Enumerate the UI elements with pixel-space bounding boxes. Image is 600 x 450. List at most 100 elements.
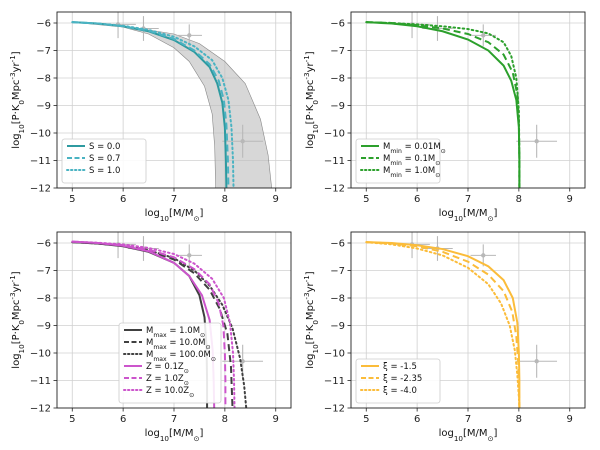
x-axis-label: log10[M/M⊙] — [439, 428, 498, 443]
x-tick-label: 7 — [465, 194, 471, 205]
y-tick-label: −6 — [36, 19, 51, 30]
legend-entry-label: Z = 10.0Z⊙ — [146, 386, 194, 399]
legend: Mmax = 1.0M⊙Mmax = 10.0M⊙Mmax = 100.0M⊙Z… — [118, 322, 222, 404]
y-axis-label: log10[P·K0Mpc-3yr-1] — [302, 51, 320, 149]
x-tick-label: 8 — [516, 194, 522, 205]
x-tick-label: 9 — [273, 414, 279, 425]
legend-entry-label: ξ = -2.35 — [383, 374, 422, 384]
legend-box — [355, 358, 441, 404]
x-tick-label: 6 — [414, 194, 420, 205]
legend-entry-label: Mmax = 100.0M⊙ — [146, 350, 216, 363]
legend-entry-label: S = 0.0 — [89, 142, 120, 152]
y-tick-label: −11 — [324, 376, 345, 387]
x-tick-label: 7 — [171, 194, 177, 205]
legend: S = 0.0 S = 0.7 S = 1.0 — [61, 138, 147, 184]
y-tick-label: −10 — [324, 349, 345, 360]
x-tick-label: 5 — [363, 414, 369, 425]
y-axis-label: log10[P·K0Mpc-3yr-1] — [8, 271, 26, 369]
y-tick-label: −12 — [324, 404, 345, 415]
x-axis-label: log10[M/M⊙] — [439, 208, 498, 223]
y-tick-label: −7 — [330, 46, 345, 57]
series-line — [365, 21, 521, 188]
legend-entry-label: Mmin = 0.01M⊙ — [383, 142, 446, 155]
series-line — [365, 241, 521, 408]
y-tick-label: −11 — [30, 156, 51, 167]
y-tick-label: −6 — [330, 19, 345, 30]
x-axis-label: log10[M/M⊙] — [145, 208, 204, 223]
legend-entry-label: Mmax = 10.0M⊙ — [146, 338, 211, 351]
legend-entry-label: ξ = -1.5 — [383, 362, 417, 372]
legend-box — [61, 138, 147, 184]
legend-entry-label: ξ = -4.0 — [383, 386, 417, 396]
x-tick-label: 8 — [222, 194, 228, 205]
panel-top-left: 5 6 7 8 9 −12 −11 −10 −9 −8 −7 −6 log10[M/M⊙] log10[P… — [8, 11, 292, 223]
legend-entry-label: Z = 1.0Z⊙ — [146, 374, 189, 387]
y-tick-label: −12 — [30, 184, 51, 195]
data-marker — [516, 344, 558, 378]
y-tick-label: −11 — [30, 376, 51, 387]
y-tick-label: −11 — [324, 156, 345, 167]
y-tick-label: −6 — [36, 239, 51, 250]
x-tick-label: 6 — [120, 194, 126, 205]
y-tick-label: −10 — [30, 129, 51, 140]
uncertainty-band — [72, 21, 272, 188]
legend-entry-label: S = 1.0 — [89, 166, 120, 176]
panel-bottom-left: 5 6 7 8 9 −12 −11 −10 −9 −8 −7 −6 log10[M/M⊙] log10[P… — [8, 231, 292, 443]
x-tick-label: 5 — [363, 194, 369, 205]
panel-top-right: 5 6 7 8 9 −12 −11 −10 −9 −8 −7 −6 log10[M/M⊙] log10[P… — [302, 11, 586, 223]
data-marker — [222, 124, 264, 158]
y-tick-label: −8 — [330, 294, 345, 305]
y-axis-label: log10[P·K0Mpc-3yr-1] — [8, 51, 26, 149]
y-tick-label: −12 — [324, 184, 345, 195]
x-tick-label: 9 — [567, 194, 573, 205]
y-tick-label: −6 — [330, 239, 345, 250]
x-tick-label: 6 — [120, 414, 126, 425]
series-line — [71, 240, 236, 408]
y-tick-label: −8 — [36, 294, 51, 305]
panel-bottom-right: 5 6 7 8 9 −12 −11 −10 −9 −8 −7 −6 log10[M/M⊙] log10[P… — [302, 231, 586, 443]
legend-entry-label: S = 0.7 — [89, 154, 120, 164]
x-tick-label: 5 — [69, 414, 75, 425]
y-tick-label: −8 — [330, 74, 345, 85]
legend-entry-label: Z = 0.1Z⊙ — [146, 362, 189, 375]
y-axis-label: log10[P·K0Mpc-3yr-1] — [302, 271, 320, 369]
data-marker — [516, 124, 558, 158]
y-tick-label: −10 — [30, 349, 51, 360]
x-tick-label: 7 — [171, 414, 177, 425]
series-line — [72, 241, 234, 408]
y-tick-label: −7 — [36, 266, 51, 277]
x-tick-label: 5 — [69, 194, 75, 205]
x-tick-label: 6 — [414, 414, 420, 425]
legend-box — [355, 138, 441, 184]
series-line — [366, 241, 521, 408]
legend-entry-label: Mmax = 1.0M⊙ — [146, 326, 205, 339]
y-tick-label: −7 — [330, 266, 345, 277]
series-line — [366, 241, 521, 408]
data-marker — [470, 24, 496, 47]
legend-entry-label: Mmin = 0.1M⊙ — [383, 154, 440, 167]
y-tick-label: −9 — [36, 101, 51, 112]
y-tick-label: −10 — [324, 129, 345, 140]
data-marker — [176, 244, 202, 267]
legend: ξ = -1.5 ξ = -2.35 ξ = -4.0 — [355, 358, 441, 404]
x-tick-label: 9 — [273, 194, 279, 205]
x-tick-label: 8 — [516, 414, 522, 425]
legend-box — [118, 322, 222, 404]
data-marker — [222, 344, 264, 378]
y-tick-label: −9 — [36, 321, 51, 332]
x-tick-label: 7 — [465, 414, 471, 425]
data-marker — [470, 244, 496, 267]
data-marker — [176, 24, 202, 47]
y-tick-label: −8 — [36, 74, 51, 85]
x-axis-label: log10[M/M⊙] — [145, 428, 204, 443]
legend-entry-label: Mmin = 1.0M⊙ — [383, 166, 440, 179]
legend: Mmin = 0.01M⊙Mmin = 0.1M⊙Mmin = 1.0M⊙ — [355, 138, 446, 184]
y-tick-label: −7 — [36, 46, 51, 57]
y-tick-label: −9 — [330, 101, 345, 112]
series-line — [71, 21, 235, 188]
x-tick-label: 9 — [567, 414, 573, 425]
y-tick-label: −9 — [330, 321, 345, 332]
y-tick-label: −12 — [30, 404, 51, 415]
x-tick-label: 8 — [222, 414, 228, 425]
